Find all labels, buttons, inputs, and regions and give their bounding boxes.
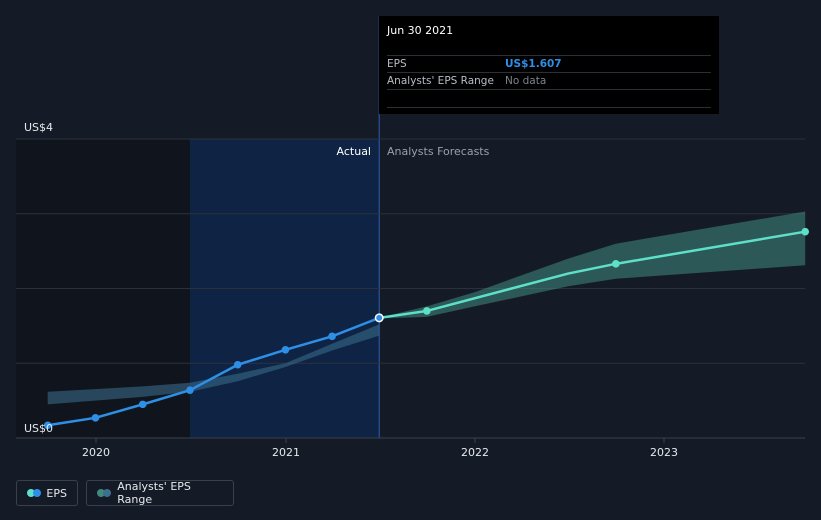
- range-legend-icon: [97, 489, 111, 497]
- tooltip-row-range: Analysts' EPS Range No data: [387, 72, 711, 90]
- eps-point: [186, 386, 194, 394]
- y-label-bottom: US$0: [24, 422, 53, 435]
- tooltip-eps-label: EPS: [387, 58, 407, 70]
- tooltip-date: Jun 30 2021: [387, 24, 454, 37]
- tooltip-row-empty: [387, 89, 711, 108]
- eps-forecast-point: [801, 227, 810, 236]
- tooltip-range-label: Analysts' EPS Range: [387, 75, 494, 87]
- eps-point: [91, 414, 100, 422]
- eps-range-band: [47, 324, 380, 405]
- hover-tooltip: Jun 30 2021 EPS US$1.607 Analysts' EPS R…: [379, 16, 719, 114]
- tooltip-row-eps: EPS US$1.607: [387, 55, 711, 73]
- eps-range-band: [379, 211, 806, 319]
- eps-forecast-point: [423, 307, 431, 315]
- x-tick-label: 2023: [650, 446, 678, 459]
- eps-forecast-line: [379, 230, 806, 320]
- eps-point: [43, 421, 52, 430]
- x-tick-label: 2021: [272, 446, 300, 459]
- actual-region-label: Actual: [337, 145, 371, 158]
- forecast-region-label: Analysts Forecasts: [387, 145, 490, 158]
- legend-eps-label: EPS: [46, 486, 67, 500]
- eps-point: [233, 360, 242, 369]
- eps-legend-icon: [27, 489, 41, 497]
- eps-point: [281, 345, 290, 354]
- eps-line: [47, 316, 380, 427]
- eps-forecast-point: [612, 260, 620, 268]
- eps-point-hover: [376, 314, 383, 321]
- tooltip-eps-value: US$1.607: [505, 58, 562, 70]
- eps-point: [138, 400, 147, 409]
- legend-range-toggle[interactable]: Analysts' EPS Range: [86, 480, 234, 506]
- tooltip-range-value: No data: [505, 75, 547, 87]
- eps-point: [328, 332, 336, 341]
- legend-range-label: Analysts' EPS Range: [117, 480, 191, 506]
- legend-eps-toggle[interactable]: EPS: [16, 480, 78, 506]
- x-tick-label: 2020: [82, 446, 110, 459]
- y-label-top: US$4: [24, 121, 53, 134]
- x-tick-label: 2022: [461, 446, 489, 459]
